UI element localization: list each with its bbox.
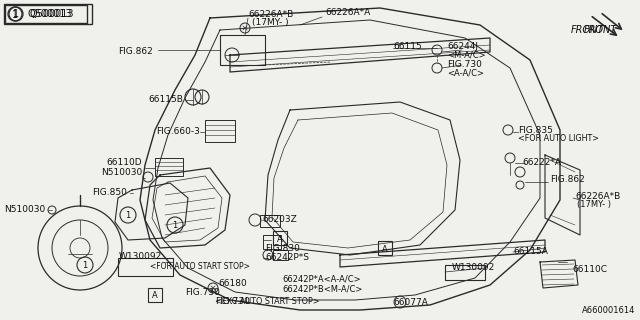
Text: A: A — [382, 244, 388, 253]
Text: FIG.862: FIG.862 — [118, 47, 153, 56]
Text: N510030: N510030 — [4, 205, 45, 214]
Text: N510030: N510030 — [100, 168, 142, 177]
Text: FIG.850: FIG.850 — [92, 188, 127, 197]
Bar — [445, 265, 485, 280]
Text: 66226A*B: 66226A*B — [248, 10, 293, 19]
Text: FIG.835: FIG.835 — [518, 126, 553, 135]
Text: 66226A*B: 66226A*B — [575, 192, 620, 201]
Text: <M-A/C>: <M-A/C> — [447, 50, 486, 59]
Text: W130092: W130092 — [119, 252, 163, 261]
Text: 66226A*A: 66226A*A — [325, 8, 371, 17]
Text: 66222*A: 66222*A — [522, 158, 561, 167]
Text: FIG.830: FIG.830 — [265, 244, 300, 253]
Text: (17MY- ): (17MY- ) — [577, 200, 611, 209]
Text: A: A — [277, 235, 283, 244]
Text: Q500013: Q500013 — [27, 9, 72, 19]
Text: 66242P*S: 66242P*S — [265, 253, 309, 262]
Text: <FOR AUTO START STOP>: <FOR AUTO START STOP> — [150, 262, 250, 271]
Bar — [5, 5, 87, 23]
Text: <A-A/C>: <A-A/C> — [447, 68, 484, 77]
Text: FIG.730: FIG.730 — [447, 60, 482, 69]
Text: 66077A: 66077A — [393, 298, 428, 307]
Bar — [155, 158, 183, 176]
Text: 66203Z: 66203Z — [262, 215, 297, 224]
Bar — [378, 241, 392, 255]
Text: FIG.730: FIG.730 — [185, 288, 220, 297]
Text: 1: 1 — [12, 10, 18, 20]
Text: 1: 1 — [13, 9, 19, 19]
Bar — [220, 35, 265, 65]
Bar — [148, 288, 162, 302]
Text: <EXC.AUTO START STOP>: <EXC.AUTO START STOP> — [215, 297, 319, 306]
Text: 66242P*A<A-A/C>: 66242P*A<A-A/C> — [282, 275, 360, 284]
Text: A660001614: A660001614 — [582, 306, 635, 315]
Text: 1: 1 — [172, 220, 178, 229]
Text: 1: 1 — [83, 260, 88, 269]
Bar — [273, 231, 287, 245]
Text: (17MY- ): (17MY- ) — [252, 18, 289, 27]
Text: 66180: 66180 — [218, 279, 247, 288]
Text: FRONT: FRONT — [570, 25, 604, 35]
Text: 66115: 66115 — [393, 42, 422, 51]
Bar — [205, 120, 235, 142]
Text: 1: 1 — [125, 211, 131, 220]
Bar — [4, 4, 92, 24]
Text: FIG.730: FIG.730 — [215, 297, 250, 306]
Bar — [260, 215, 280, 227]
Text: <FOR AUTO LIGHT>: <FOR AUTO LIGHT> — [518, 134, 599, 143]
Text: 66242P*B<M-A/C>: 66242P*B<M-A/C> — [282, 284, 362, 293]
Bar — [118, 258, 173, 276]
Text: A: A — [152, 292, 158, 300]
Text: 66110C: 66110C — [572, 265, 607, 274]
Text: 66244J: 66244J — [447, 42, 478, 51]
Text: W130092: W130092 — [452, 263, 495, 272]
Bar — [273, 250, 288, 260]
Text: FIG.660-3: FIG.660-3 — [156, 127, 200, 136]
Text: FIG.862: FIG.862 — [550, 175, 585, 184]
Text: FRONT: FRONT — [584, 25, 616, 35]
Text: 66115A: 66115A — [513, 247, 548, 256]
Text: 66110D: 66110D — [106, 158, 142, 167]
Text: 66115B: 66115B — [148, 95, 183, 104]
Bar — [263, 235, 281, 249]
Text: Q500013: Q500013 — [30, 9, 74, 19]
